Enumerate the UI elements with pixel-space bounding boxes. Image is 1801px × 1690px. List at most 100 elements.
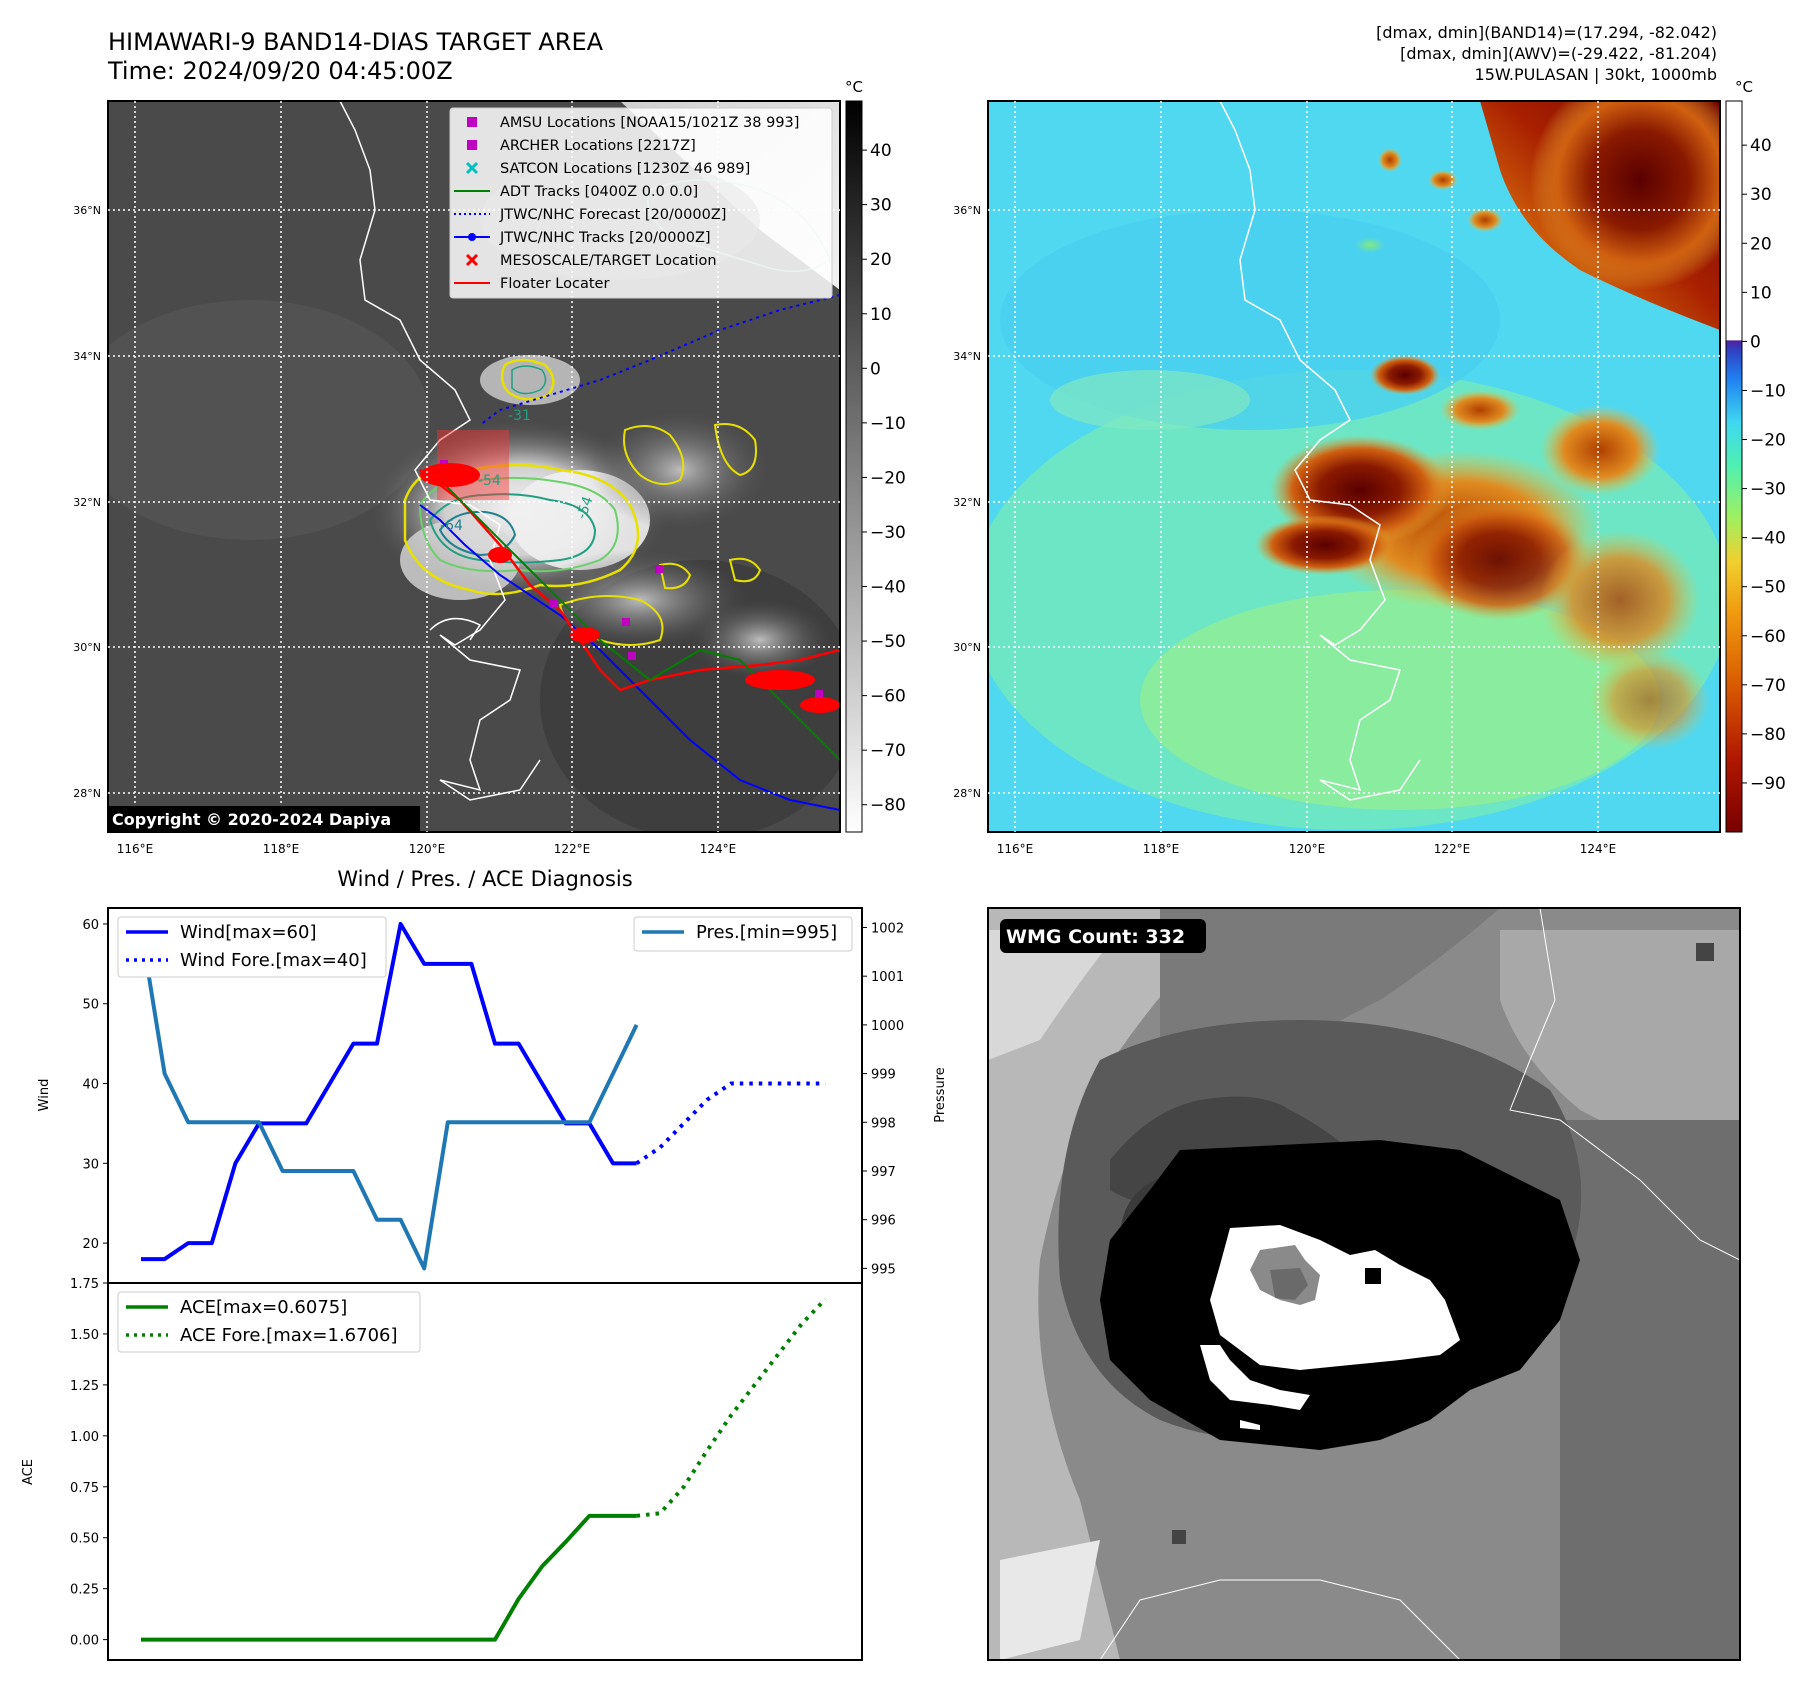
pressure-y-tick-label: 995	[871, 1262, 896, 1277]
ir-lat-tick-label: 32°N	[73, 496, 101, 509]
legend-item: JTWC/NHC Tracks [20/0000Z]	[454, 230, 711, 246]
wmg-count-badge: WMG Count: 332	[1000, 919, 1206, 953]
pressure-line	[139, 927, 639, 1271]
legend-wind-forecast: Wind Fore.[max=40]	[180, 950, 367, 971]
colorbar-tick-label: −40	[1750, 529, 1786, 549]
legend-pressure: Pres.[min=995]	[696, 922, 837, 943]
colorbar-tick-label: −50	[1750, 578, 1786, 598]
pressure-y-tick-label: 996	[871, 1214, 896, 1229]
ace-axis-label: ACE	[21, 1459, 36, 1485]
awv-map-panel: 36°N 34°N 32°N 30°N 28°N 116°E 118°E 120°E 122°…	[953, 100, 1721, 856]
legend-ace-forecast: ACE Fore.[max=1.6706]	[180, 1325, 398, 1346]
contour-label: -54	[478, 473, 501, 489]
colorbar-tick-label: 30	[870, 196, 892, 216]
ace-panel: 0.00 0.25 0.50 0.75 1.00 1.25 1.50 1.75 ACE ACE…	[21, 1277, 863, 1661]
legend-ace: ACE[max=0.6075]	[180, 1297, 347, 1318]
legend-marker	[468, 233, 476, 241]
pressure-legend: Pres.[min=995]	[633, 916, 853, 952]
figure-title: HIMAWARI-9 BAND14-DIAS TARGET AREA Time:…	[108, 28, 603, 86]
awv-lon-tick-label: 120°E	[1289, 842, 1326, 856]
legend-item: Floater Locater	[454, 276, 609, 292]
legend-marker	[465, 161, 479, 175]
ir-lat-ticks: 36°N 34°N 32°N 30°N 28°N	[73, 204, 101, 800]
ir-colorbar-unit: °C	[845, 78, 863, 96]
awv-lon-tick-label: 118°E	[1143, 842, 1180, 856]
awv-colorbar: °C 40 30 20 10 0 −10 −20 −30 −40 −50 −60 −70 −80 −90	[1725, 78, 1786, 833]
wind-line	[141, 921, 637, 1262]
colorbar-tick-label: −10	[1750, 381, 1786, 401]
legend-label: AMSU Locations [NOAA15/1021Z 38 993]	[500, 115, 799, 131]
wmg-count-text: WMG Count: 332	[1006, 926, 1185, 948]
wind-y-tick-label: 20	[82, 1237, 99, 1252]
contour-label: -31	[508, 408, 531, 424]
legend-marker	[467, 117, 477, 127]
contour-label: -64	[440, 518, 463, 534]
pressure-y-tick-label: 1000	[871, 1019, 904, 1034]
ir-map-panel: 36°N 34°N 32°N 30°N 28°N 116°E 118°E 120°E 122°…	[73, 100, 841, 856]
colorbar-tick-label: 10	[1750, 283, 1772, 303]
awv-lat-tick-label: 30°N	[953, 641, 981, 654]
contour-label: -54	[574, 494, 597, 521]
awv-lon-tick-label: 124°E	[1580, 842, 1617, 856]
title-line-1: HIMAWARI-9 BAND14-DIAS TARGET AREA	[108, 28, 604, 56]
colorbar-tick-label: −10	[870, 414, 906, 434]
title-line-2: Time: 2024/09/20 04:45:00Z	[108, 57, 453, 85]
pressure-y-tick-label: 998	[871, 1116, 896, 1131]
ir-lat-tick-label: 34°N	[73, 350, 101, 363]
ace-legend: ACE[max=0.6075] ACE Fore.[max=1.6706]	[117, 1291, 421, 1353]
colorbar-tick-label: −50	[870, 632, 906, 652]
awv-lat-tick-label: 32°N	[953, 496, 981, 509]
colorbar-tick-label: −20	[1750, 431, 1786, 451]
legend-label: JTWC/NHC Forecast [20/0000Z]	[499, 207, 726, 223]
legend-item: AMSU Locations [NOAA15/1021Z 38 993]	[467, 115, 799, 131]
ir-lon-tick-label: 118°E	[263, 842, 300, 856]
colorbar-tick-label: 0	[870, 359, 881, 379]
legend-marker	[465, 253, 479, 267]
ir-lon-tick-label: 116°E	[117, 842, 154, 856]
ace-y-tick-label: 1.00	[70, 1430, 99, 1445]
ir-lat-tick-label: 36°N	[73, 204, 101, 217]
ace-y-tick-label: 0.50	[70, 1532, 99, 1547]
legend-marker	[467, 140, 477, 150]
legend-label: ADT Tracks [0400Z 0.0 0.0]	[500, 184, 698, 200]
legend-label: MESOSCALE/TARGET Location	[500, 253, 717, 269]
colorbar-tick-label: 0	[1750, 332, 1761, 352]
figure-info: [dmax, dmin](BAND14)=(17.294, -82.042) […	[1376, 22, 1717, 85]
awv-lat-tick-label: 36°N	[953, 204, 981, 217]
awv-lat-tick-label: 34°N	[953, 350, 981, 363]
colorbar-tick-label: −70	[1750, 676, 1786, 696]
awv-lat-ticks: 36°N 34°N 32°N 30°N 28°N	[953, 204, 981, 800]
ir-contour-labels: -54 -64 -54 -31	[440, 408, 597, 534]
ace-y-tick-label: 1.75	[70, 1277, 99, 1292]
colorbar-tick-label: 20	[870, 250, 892, 270]
colorbar-tick-label: −60	[870, 687, 906, 707]
colorbar-tick-label: 40	[870, 141, 892, 161]
ace-line	[141, 1513, 637, 1642]
ace-y-tick-label: 0.25	[70, 1583, 99, 1598]
colorbar-tick-label: −30	[1750, 480, 1786, 500]
colorbar-tick-label: 20	[1750, 234, 1772, 254]
pressure-y-tick-label: 1002	[871, 921, 904, 936]
ace-y-ticks: 0.00 0.25 0.50 0.75 1.00 1.25 1.50 1.75	[70, 1277, 108, 1649]
ir-lon-tick-label: 124°E	[700, 842, 737, 856]
ace-forecast-line	[636, 1297, 827, 1518]
wind-y-tick-label: 50	[82, 998, 99, 1013]
awv-lon-tick-label: 116°E	[997, 842, 1034, 856]
wind-y-ticks: 20 30 40 50 60	[82, 918, 108, 1252]
copyright-text: Copyright © 2020-2024 Dapiya	[112, 810, 391, 829]
colorbar-tick-label: −90	[1750, 774, 1786, 794]
legend-label: Floater Locater	[500, 276, 609, 292]
info-line-1: [dmax, dmin](BAND14)=(17.294, -82.042)	[1376, 23, 1717, 42]
awv-imagery	[988, 101, 1720, 832]
diagnosis-title: Wind / Pres. / ACE Diagnosis	[337, 867, 632, 891]
wind-y-tick-label: 60	[82, 918, 99, 933]
colorbar-tick-label: −70	[870, 741, 906, 761]
pressure-axis-label: Pressure	[933, 1067, 948, 1123]
pressure-y-tick-label: 1001	[871, 970, 904, 985]
colorbar-tick-label: −80	[870, 796, 906, 816]
ace-y-tick-label: 1.50	[70, 1328, 99, 1343]
legend-label: JTWC/NHC Tracks [20/0000Z]	[499, 230, 711, 246]
colorbar-tick-label: 10	[870, 305, 892, 325]
